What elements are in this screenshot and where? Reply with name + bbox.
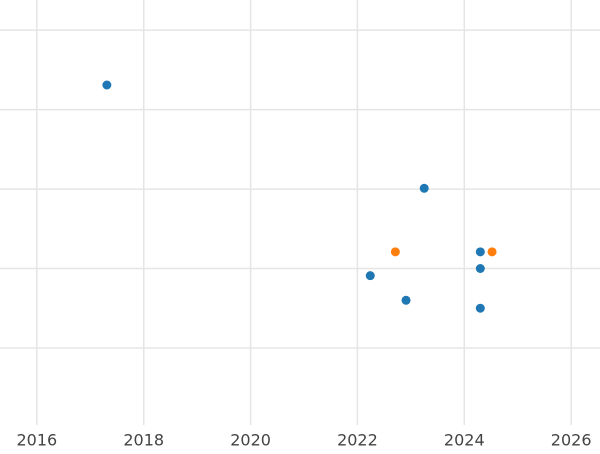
x-tick-label: 2024 [444, 431, 485, 450]
point [390, 247, 400, 257]
x-tick-label: 2020 [230, 431, 271, 450]
x-tick-label: 2026 [551, 431, 592, 450]
x-tick-label: 2022 [337, 431, 378, 450]
point [475, 303, 485, 313]
x-tick-label: 2016 [17, 431, 58, 450]
point [487, 247, 497, 257]
point [475, 264, 485, 274]
point [401, 295, 411, 305]
point [419, 183, 429, 193]
point [365, 271, 375, 281]
point [102, 80, 112, 90]
point [475, 247, 485, 257]
x-tick-label: 2018 [123, 431, 164, 450]
